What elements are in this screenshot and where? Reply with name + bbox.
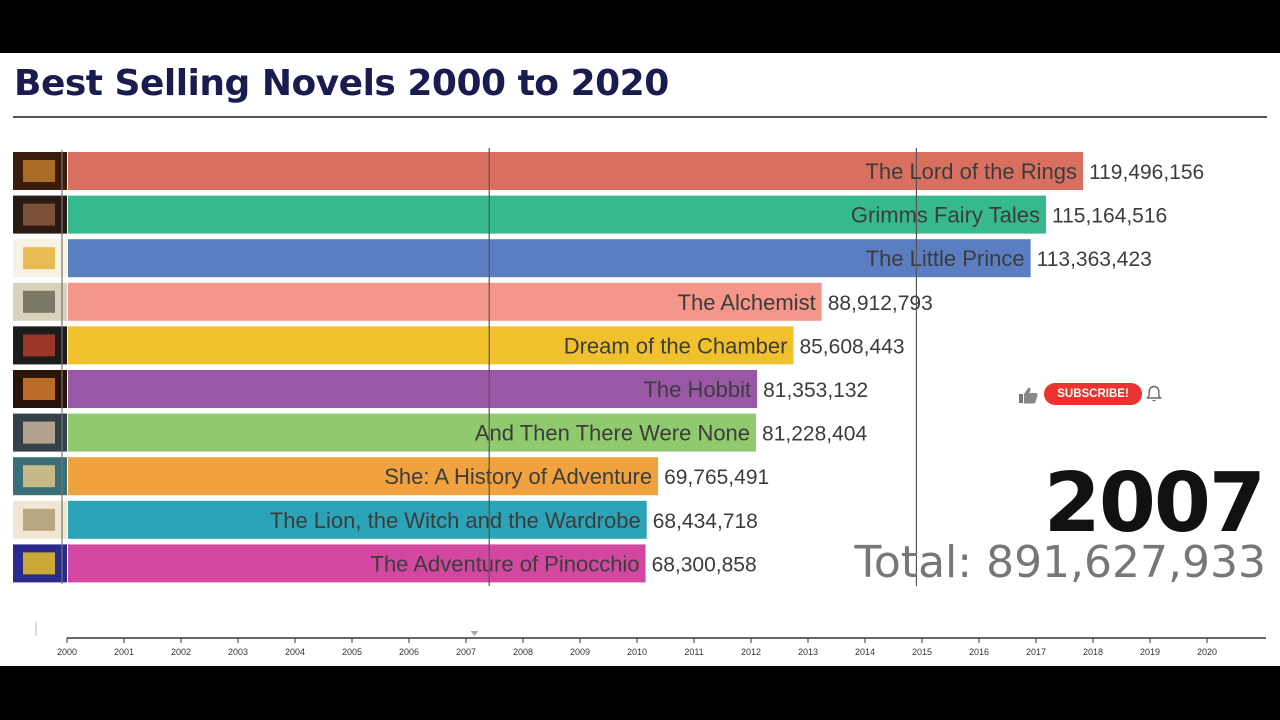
bar	[68, 500, 647, 539]
bar-value-label: 68,300,858	[652, 553, 757, 576]
timeline-tick-label: 2011	[684, 647, 703, 657]
book-cover-detail	[23, 160, 55, 182]
timeline-tick-label: 2019	[1140, 647, 1160, 657]
bar	[68, 544, 646, 583]
timeline-tick-label: 2003	[228, 647, 248, 657]
book-cover-detail	[23, 421, 55, 444]
bar-value-label: 81,228,404	[762, 423, 867, 446]
bar-category-label: The Lord of the Rings	[865, 159, 1077, 184]
video-frame: Best Selling Novels 2000 to 2020 The Lor…	[0, 53, 1280, 666]
book-cover-detail	[23, 247, 55, 270]
timeline-tick-label: 2020	[1197, 647, 1217, 657]
page-title: Best Selling Novels 2000 to 2020	[14, 63, 669, 104]
timeline-tick-label: 2008	[513, 647, 533, 657]
timeline-tick-label: 2012	[741, 647, 761, 657]
timeline-tick-label: 2017	[1026, 647, 1046, 657]
timeline-tick-label: 2005	[342, 647, 362, 657]
bar-value-label: 113,363,423	[1037, 248, 1152, 271]
book-cover-detail	[23, 552, 55, 575]
timeline-tick-label: 2010	[627, 647, 647, 657]
current-year-label: 2007	[1043, 456, 1266, 551]
book-cover-detail	[23, 508, 55, 531]
total-sales-label: Total: 891,627,933	[854, 537, 1267, 588]
timeline-tick-label: 2002	[171, 647, 191, 657]
timeline-tick-label: 2014	[855, 647, 875, 657]
timeline-tick-label: 2007	[456, 647, 476, 657]
bar	[68, 370, 758, 408]
bar-value-label: 68,434,718	[653, 510, 758, 533]
book-cover-detail	[23, 378, 55, 400]
subscribe-widget: SUBSCRIBE!	[1018, 381, 1168, 407]
bar-category-label: The Alchemist	[678, 290, 816, 315]
title-divider	[13, 116, 1267, 118]
bar	[68, 457, 659, 496]
timeline-tick-label: 2006	[399, 647, 419, 657]
bar-category-label: The Adventure of Pinocchio	[371, 551, 640, 576]
bar-value-label: 88,912,793	[828, 292, 933, 315]
book-cover-detail	[23, 465, 55, 488]
bar-chart-race: The Lord of the Rings 119,496,156 Grimms F…	[13, 148, 1266, 657]
book-cover-detail	[23, 334, 55, 357]
timeline-tick-label: 2018	[1083, 647, 1103, 657]
bar-value-label: 119,496,156	[1089, 161, 1204, 184]
book-cover-detail	[23, 290, 55, 313]
bar-category-label: She: A History of Adventure	[384, 464, 652, 489]
bar	[68, 413, 757, 452]
bar-category-label: The Lion, the Witch and the Wardrobe	[270, 508, 641, 533]
bar	[68, 326, 794, 365]
bar	[68, 239, 1031, 278]
bar	[68, 195, 1046, 234]
thumbs-up-icon[interactable]	[1018, 386, 1040, 404]
timeline-tick-label: 2016	[969, 647, 989, 657]
bar	[68, 152, 1083, 190]
bar-value-label: 81,353,132	[763, 379, 868, 402]
bar-category-label: And Then There Were None	[475, 421, 750, 446]
subscribe-button[interactable]: SUBSCRIBE!	[1044, 383, 1142, 405]
timeline-progress-marker	[470, 631, 479, 636]
timeline-tick-label: 2004	[285, 647, 305, 657]
bar-category-label: Dream of the Chamber	[564, 333, 788, 358]
bar-value-label: 115,164,516	[1052, 205, 1167, 228]
book-cover-detail	[23, 203, 55, 226]
timeline-tick-label: 2001	[114, 647, 134, 657]
bar-category-label: Grimms Fairy Tales	[851, 203, 1040, 228]
timeline-tick-label: 2015	[912, 647, 932, 657]
bar-value-label: 69,765,491	[664, 466, 769, 489]
timeline-tick-label: 2009	[570, 647, 590, 657]
bar-value-label: 85,608,443	[799, 335, 904, 358]
bar-category-label: The Hobbit	[643, 377, 751, 402]
bar-category-label: The Little Prince	[866, 246, 1025, 271]
timeline-tick-label: 2013	[798, 647, 818, 657]
bell-icon[interactable]	[1146, 385, 1162, 403]
bar	[68, 282, 822, 321]
timeline-tick-label: 2000	[57, 647, 77, 657]
